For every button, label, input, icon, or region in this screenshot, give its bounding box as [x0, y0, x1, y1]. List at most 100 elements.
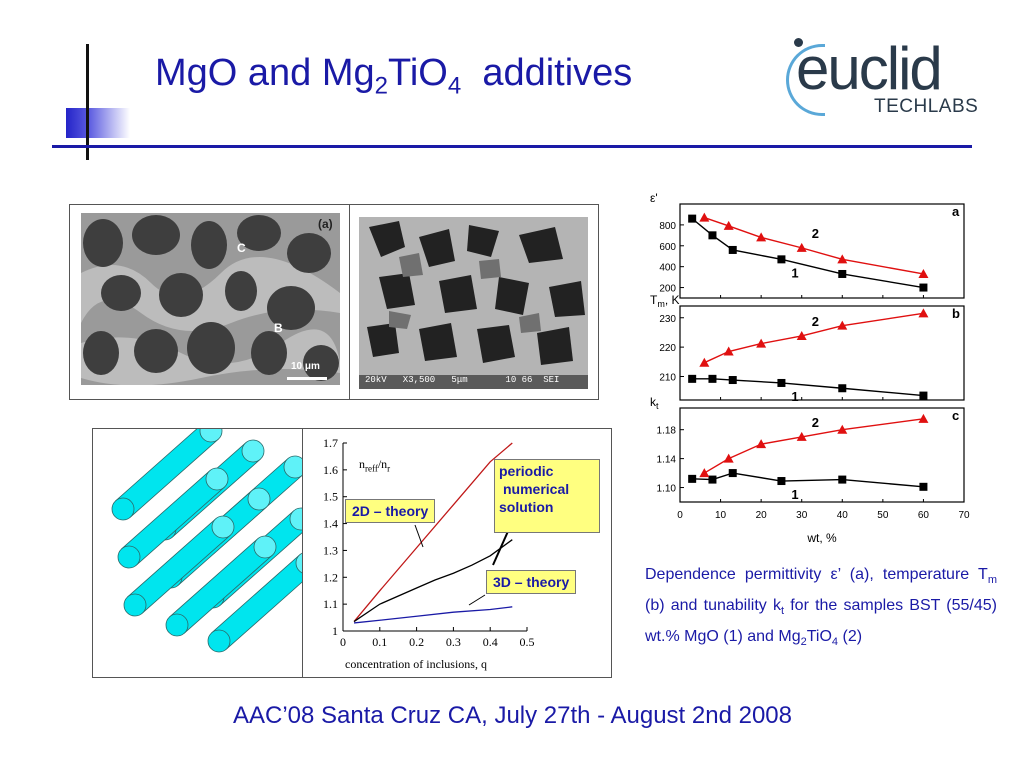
- prop-point-c-1: [728, 469, 737, 478]
- prop-x-tick-label: 70: [958, 510, 970, 521]
- prop-point-a-2: [918, 268, 929, 278]
- prop-point-b-2: [837, 320, 848, 330]
- inc-y-tick-label: 1.2: [323, 570, 338, 584]
- prop-point-b-2: [699, 357, 710, 367]
- logo-subtitle: TECHLABS: [874, 96, 979, 117]
- prop-panel-letter-b: b: [952, 306, 960, 321]
- cylinder-6: [123, 515, 235, 617]
- prop-point-b-2: [723, 346, 734, 356]
- inclusion-model-panel: 1 1.1 1.2 1.3 1.4 1.5 1.6 1.7 0 0.1 0.2 0.3 0.4 0.5 n…: [92, 419, 612, 678]
- euclid-logo: euclid TECHLABS: [780, 34, 980, 124]
- inclusion-chart: 1 1.1 1.2 1.3 1.4 1.5 1.6 1.7 0 0.1 0.2 0.3 0.4 0.5: [323, 436, 535, 649]
- panel-divider: [349, 205, 350, 399]
- prop-y-tick-label: 1.10: [657, 484, 677, 495]
- prop-y-tick-label: 1.14: [657, 455, 677, 466]
- inc-series-1: [353, 539, 513, 623]
- prop-panel-frame-b: [679, 305, 965, 401]
- prop-point-c-2: [796, 431, 807, 441]
- prop-y-tick-label: 600: [659, 242, 676, 253]
- prop-point-a-1: [688, 214, 697, 223]
- logo-dot-icon: [794, 38, 803, 47]
- prop-point-c-2: [837, 424, 848, 434]
- sem-image-left: (a) C B 10 μm: [81, 213, 340, 385]
- prop-series-label-c-1: 1: [791, 487, 798, 502]
- sem-texture-right: [359, 217, 588, 389]
- callout-2d-theory: 2D – theory: [345, 499, 436, 523]
- prop-point-b-1: [777, 378, 786, 387]
- prop-point-b-2: [918, 308, 929, 318]
- inc-x-tick-label: 0.2: [409, 635, 424, 649]
- prop-x-tick-label: 10: [715, 510, 727, 521]
- prop-ylabel-a: ε': [650, 191, 658, 205]
- sem-texture-left: [81, 213, 340, 385]
- prop-line-a-2: [704, 216, 924, 275]
- prop-xlabel: wt, %: [806, 531, 837, 545]
- prop-point-c-1: [708, 475, 717, 484]
- prop-point-b-1: [728, 376, 737, 385]
- inc-x-tick-label: 0.5: [520, 635, 535, 649]
- prop-point-a-1: [708, 231, 717, 240]
- prop-series-label-c-2: 2: [812, 415, 819, 430]
- prop-y-tick-label: 200: [659, 284, 676, 295]
- prop-point-b-1: [688, 374, 697, 383]
- inc-y-tick-label: 1.3: [323, 543, 338, 557]
- prop-line-c-1: [692, 472, 924, 488]
- prop-point-a-1: [728, 245, 737, 254]
- inclusion-chart-ylabel: nreff/nr: [359, 457, 391, 474]
- prop-point-c-2: [918, 413, 929, 423]
- scale-bar-label: 10 μm: [291, 361, 320, 372]
- title-accent-bar: [86, 44, 89, 160]
- cylinder-array-diagram: [111, 419, 319, 653]
- panel-label-a: (a): [318, 217, 333, 231]
- prop-point-c-1: [688, 474, 697, 483]
- prop-point-b-1: [838, 384, 847, 393]
- slide-title: MgO and Mg2TiO4 additives: [155, 52, 633, 100]
- prop-panel-frame-c: [679, 407, 965, 503]
- prop-point-a-1: [919, 283, 928, 292]
- phase-label-c: C: [237, 241, 246, 255]
- callout-periodic-solution: periodic numerical solution: [494, 459, 600, 533]
- callout-3d-theory: 3D – theory: [486, 570, 577, 594]
- prop-point-a-2: [837, 254, 848, 264]
- prop-ylabel-c: kt: [650, 395, 659, 411]
- prop-point-b-1: [919, 391, 928, 400]
- prop-panel-letter-a: a: [952, 204, 960, 219]
- prop-x-tick-label: 20: [756, 510, 768, 521]
- prop-y-tick-label: 400: [659, 263, 676, 274]
- title-accent-gradient: [66, 108, 130, 138]
- inc-y-tick-label: 1.1: [323, 597, 338, 611]
- prop-point-c-1: [838, 475, 847, 484]
- prop-ylabel-b: Tm, K: [650, 293, 680, 309]
- prop-line-b-1: [692, 378, 924, 397]
- sem-image-right: 20kV X3,500 5μm 10 66 SEI: [359, 217, 588, 389]
- micrograph-panel: (a) C B 10 μm 20kV X3,500 5μm 10 66: [69, 204, 599, 400]
- slide-footer: AAC’08 Santa Cruz CA, July 27th - August…: [233, 702, 792, 729]
- inc-y-tick-label: 1: [332, 624, 338, 638]
- prop-point-a-1: [838, 269, 847, 278]
- prop-point-a-2: [723, 220, 734, 230]
- prop-x-tick-label: 60: [918, 510, 930, 521]
- prop-series-label-b-1: 1: [791, 389, 798, 404]
- inc-x-tick-label: 0.1: [372, 635, 387, 649]
- prop-y-tick-label: 1.18: [657, 426, 677, 437]
- figure-caption: Dependence permittivity ε’ (a), temperat…: [645, 566, 997, 649]
- prop-point-a-2: [796, 242, 807, 252]
- 2d-arrow: [414, 524, 424, 548]
- prop-x-tick-label: 30: [796, 510, 808, 521]
- prop-point-b-2: [756, 338, 767, 348]
- scale-bar: [287, 377, 327, 380]
- prop-point-c-1: [777, 477, 786, 486]
- inclusion-chart-xlabel: concentration of inclusions, q: [345, 657, 487, 671]
- prop-panel-frame-a: [679, 203, 965, 299]
- inc-series-2: [353, 606, 513, 624]
- prop-point-c-2: [756, 439, 767, 449]
- inc-y-tick-label: 1.6: [323, 463, 338, 477]
- sem-info-bar: 20kV X3,500 5μm 10 66 SEI: [365, 375, 560, 385]
- prop-point-b-2: [796, 330, 807, 340]
- prop-point-b-1: [708, 374, 717, 383]
- periodic-arrow: [492, 528, 510, 566]
- prop-x-tick-label: 0: [677, 510, 683, 521]
- prop-point-a-2: [699, 212, 710, 222]
- logo-wordmark: euclid: [796, 35, 943, 102]
